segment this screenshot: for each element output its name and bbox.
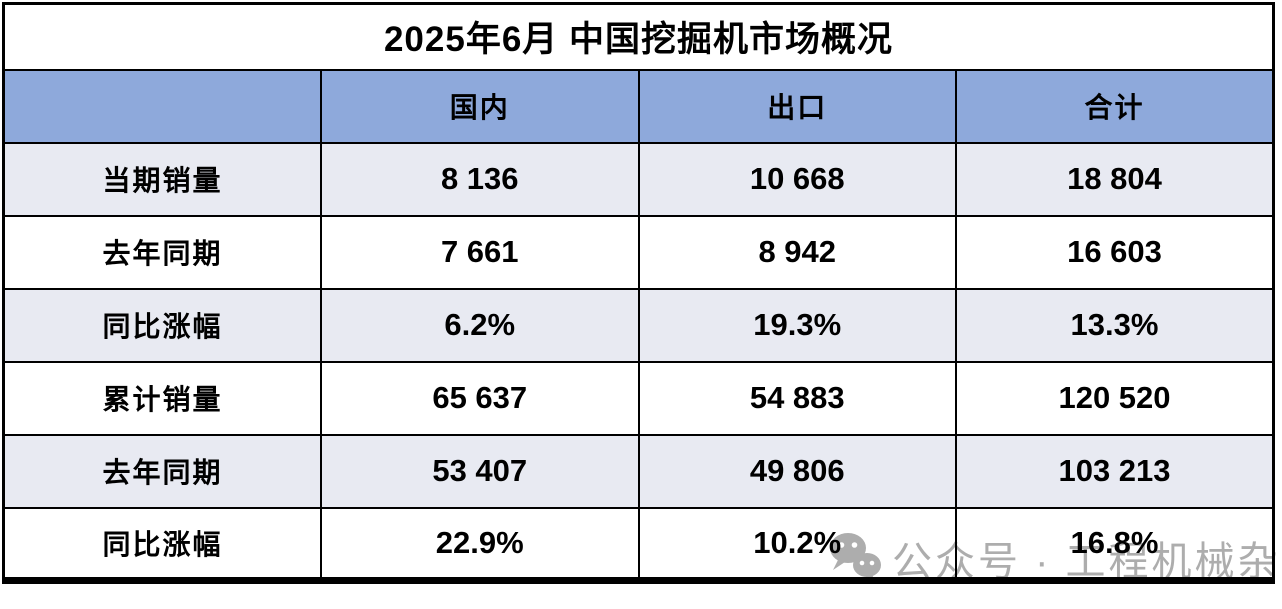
table-row: 当期销量 8 136 10 668 18 804 [2,141,1275,217]
row-label: 去年同期 [2,214,322,290]
cell-domestic: 6.2% [320,287,640,363]
table-row: 去年同期 53 407 49 806 103 213 [2,433,1275,509]
table-row: 去年同期 7 661 8 942 16 603 [2,214,1275,290]
cell-domestic: 8 136 [320,141,640,217]
row-label: 同比涨幅 [2,287,322,363]
cell-domestic: 53 407 [320,433,640,509]
cell-total: 13.3% [955,287,1275,363]
cell-export: 8 942 [637,214,957,290]
cell-domestic: 65 637 [320,360,640,436]
table-header-row: 国内 出口 合计 [2,68,1275,144]
header-cell-total: 合计 [955,68,1275,144]
cell-total: 103 213 [955,433,1275,509]
row-label: 去年同期 [2,433,322,509]
cell-domestic: 7 661 [320,214,640,290]
row-label: 累计销量 [2,360,322,436]
cell-domestic: 22.9% [320,506,640,582]
cell-total: 16 603 [955,214,1275,290]
table-row: 同比涨幅 6.2% 19.3% 13.3% [2,287,1275,363]
cell-export: 10 668 [637,141,957,217]
table-title: 2025年6月 中国挖掘机市场概况 [2,2,1275,71]
cell-export: 49 806 [637,433,957,509]
table-title-row: 2025年6月 中国挖掘机市场概况 [2,2,1275,71]
excavator-market-table: 2025年6月 中国挖掘机市场概况 国内 出口 合计 当期销量 8 136 10… [2,2,1275,584]
row-label: 同比涨幅 [2,506,322,582]
bottom-border-notch [811,595,897,605]
header-cell-export: 出口 [637,68,957,144]
cell-total: 18 804 [955,141,1275,217]
cell-export: 10.2% [637,506,957,582]
cell-total: 16.8% [955,506,1275,582]
cell-total: 120 520 [955,360,1275,436]
table-row: 同比涨幅 22.9% 10.2% 16.8% [2,506,1275,582]
table-row: 累计销量 65 637 54 883 120 520 [2,360,1275,436]
cell-export: 54 883 [637,360,957,436]
header-cell-empty [2,68,322,144]
cell-export: 19.3% [637,287,957,363]
header-cell-domestic: 国内 [320,68,640,144]
table-body: 当期销量 8 136 10 668 18 804 去年同期 7 661 8 94… [2,141,1275,582]
row-label: 当期销量 [2,141,322,217]
